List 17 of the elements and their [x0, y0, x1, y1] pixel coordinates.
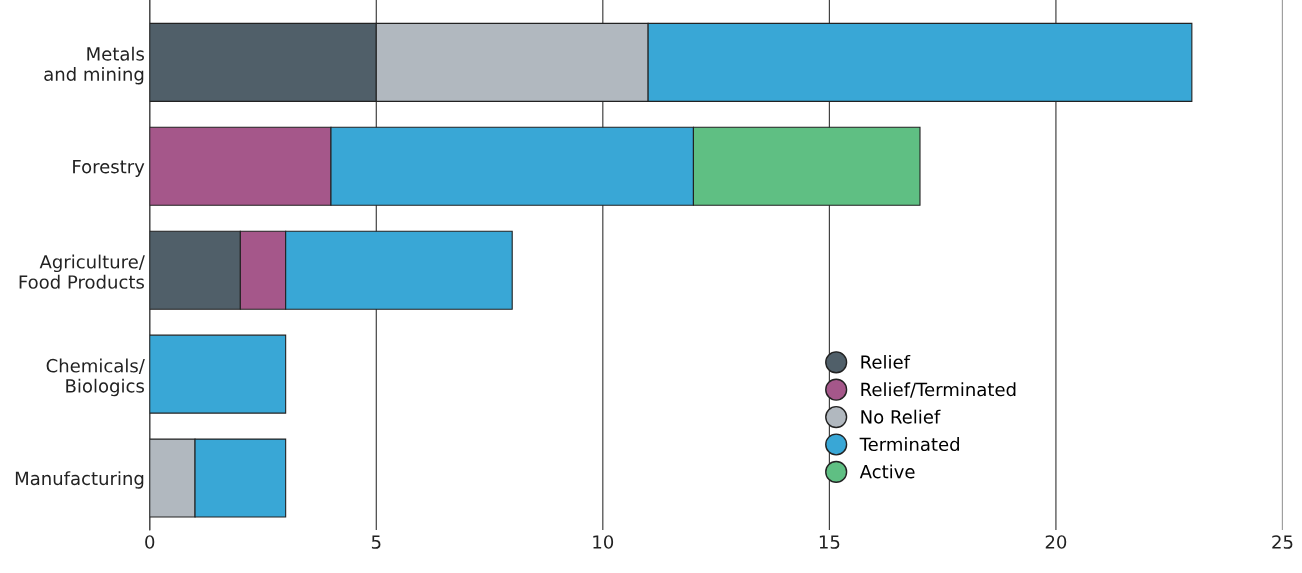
x-tick-label: 5	[371, 535, 381, 549]
y-tick-label: Forestry	[73, 159, 145, 177]
y-tick-label: Chemicals/ Biologics	[46, 358, 145, 397]
legend-label: Terminated	[859, 437, 959, 452]
y-tick-label: Manufacturing	[15, 471, 144, 489]
legend-label: No Relief	[861, 409, 941, 424]
x-tick-label: 10	[593, 535, 614, 549]
legend-label: Active	[859, 464, 915, 479]
legend-label: Relief	[861, 354, 911, 369]
bar	[149, 334, 287, 414]
y-tick-label: Metals and mining	[44, 46, 144, 85]
x-tick-label: 20	[1045, 535, 1067, 549]
legend-label: Relief/Terminated	[861, 382, 1016, 398]
x-tick-label: 0	[145, 535, 155, 549]
x-tick-label: 15	[819, 535, 840, 549]
y-tick-label: Agriculture/ Food Products	[19, 254, 145, 289]
x-tick-label: 25	[1272, 535, 1293, 549]
